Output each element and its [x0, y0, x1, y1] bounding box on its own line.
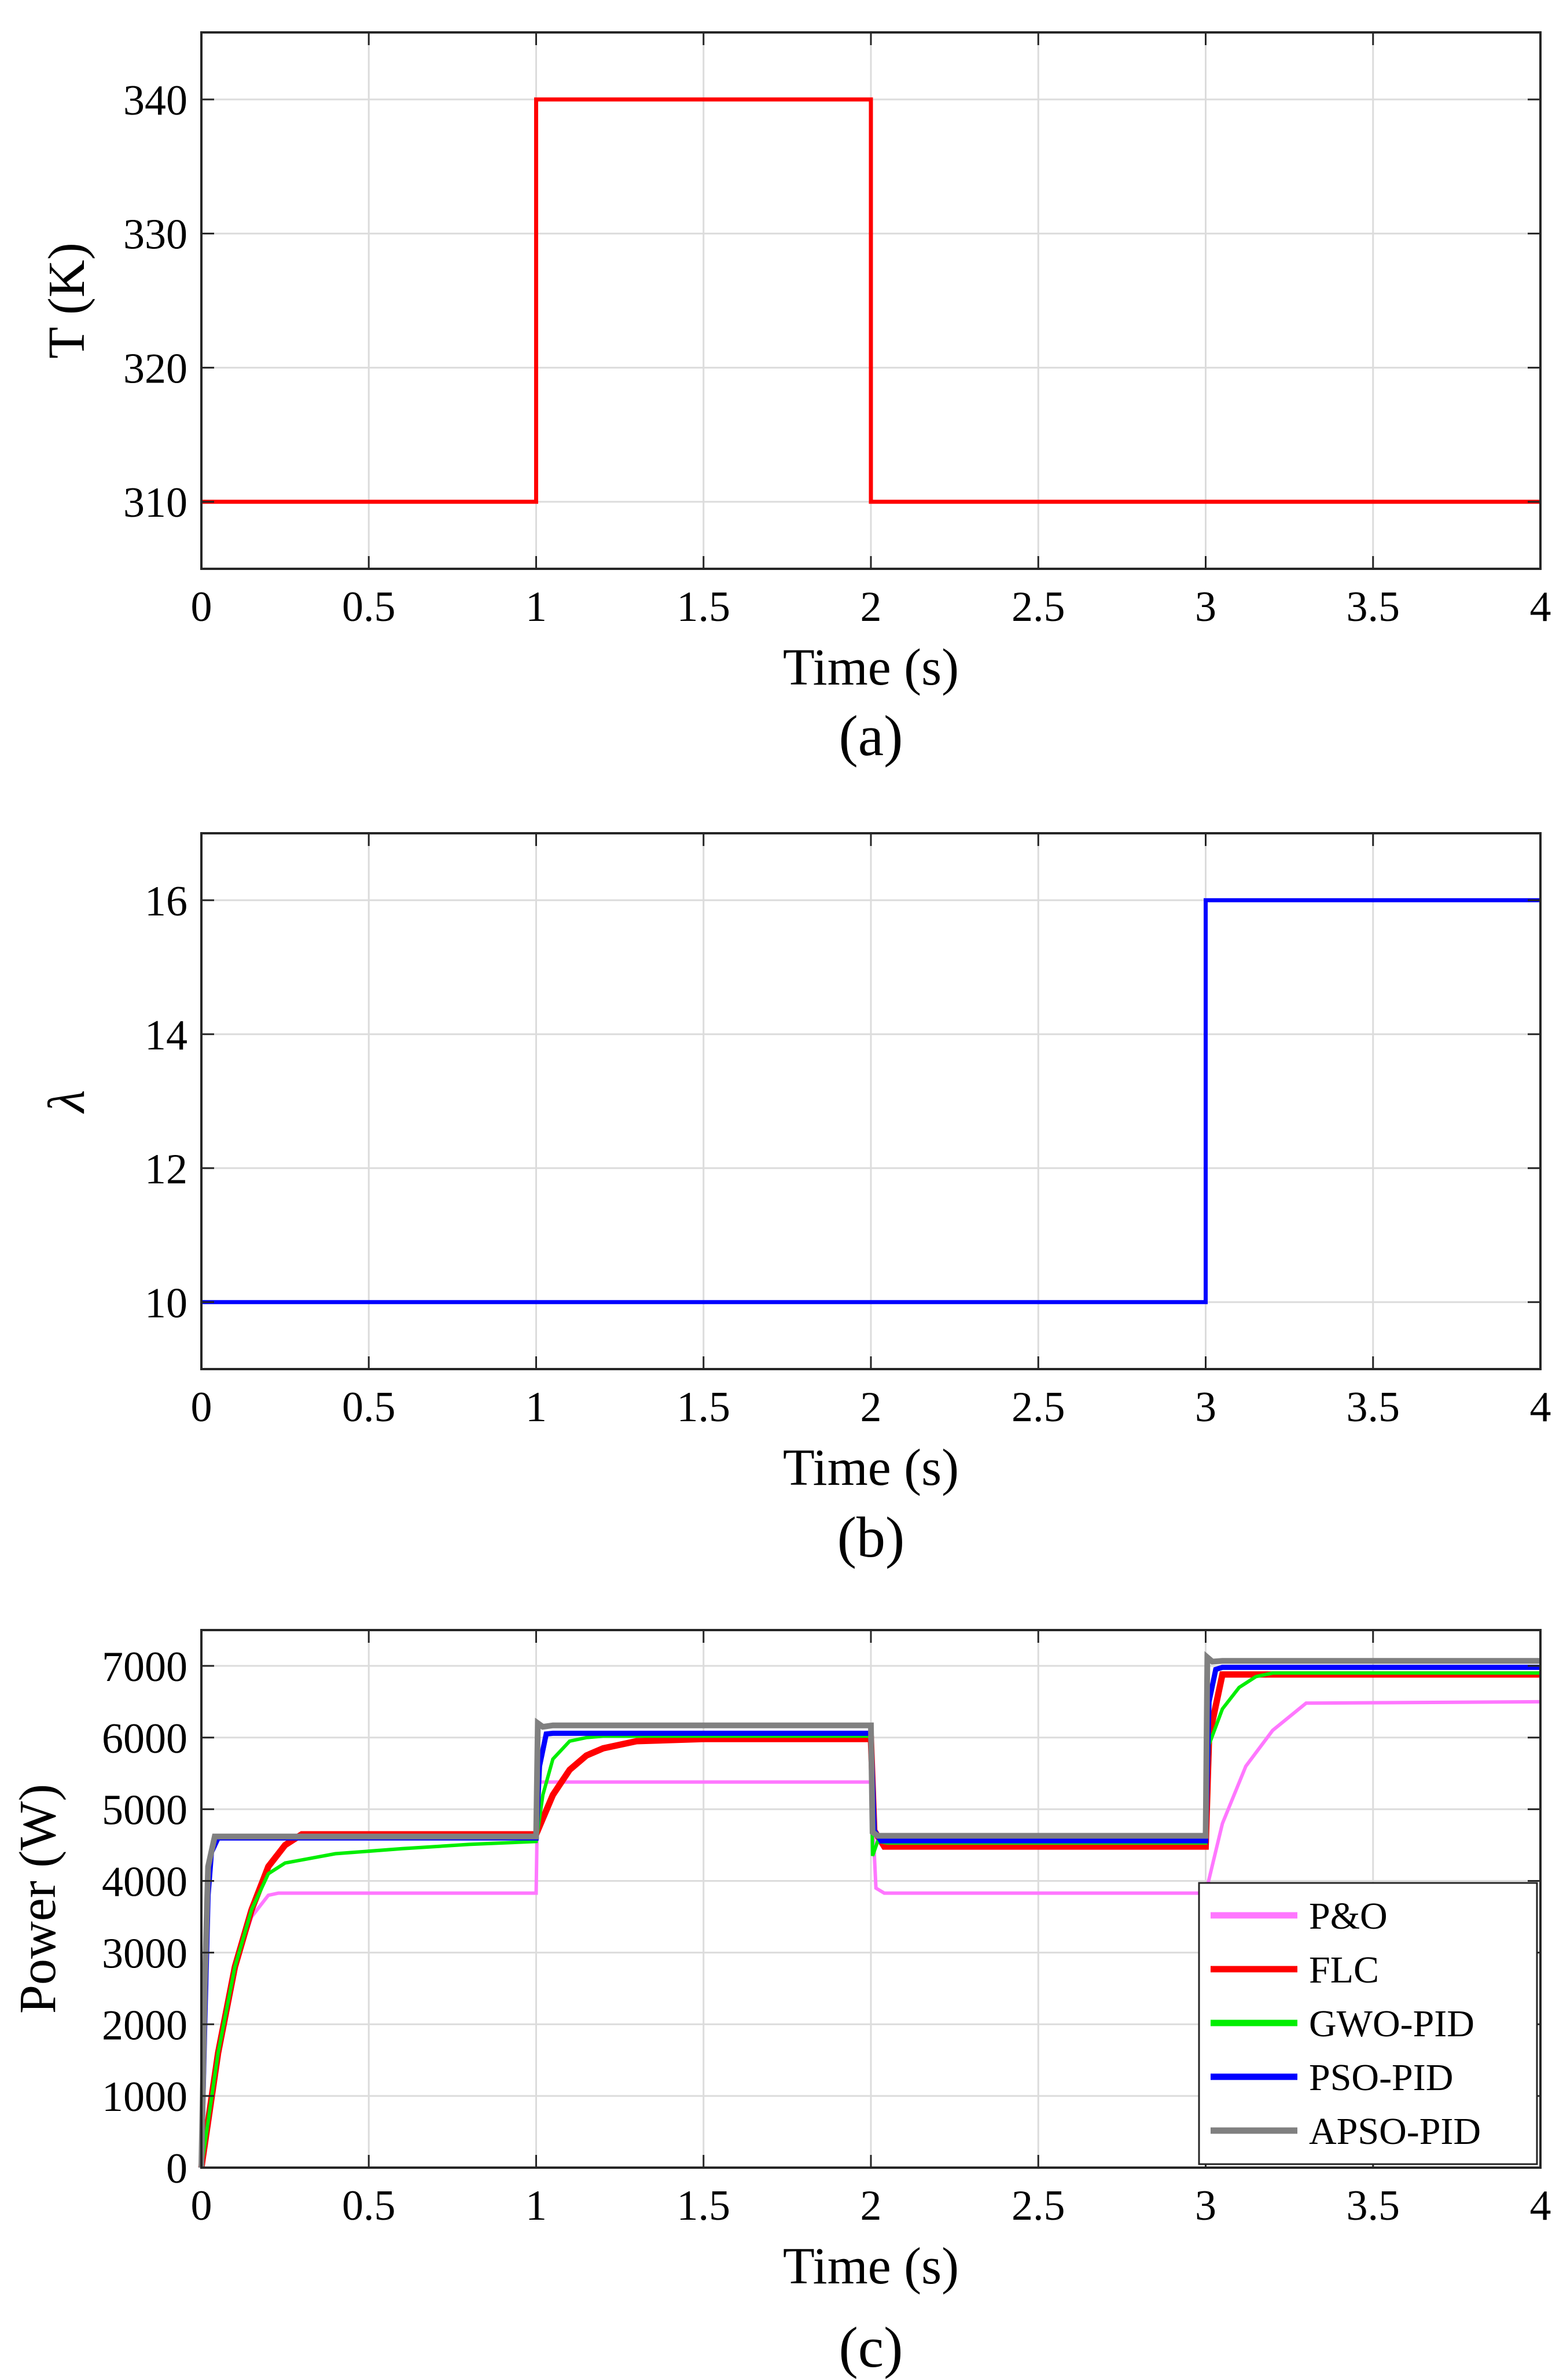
panel-c-legend-label-flc: FLC [1309, 1949, 1379, 1991]
panel-c-x-tick-label: 3 [1195, 2182, 1216, 2230]
panel-a-ticks: 0 0.5 1 1.5 2 2.5 3 3.5 4 310 320 330 340 [123, 32, 1551, 631]
panel-c-x-tick-label: 2.5 [1012, 2182, 1065, 2230]
panel-c-ticks: 0 0.5 1 1.5 2 2.5 3 3.5 4 0 1000 2000 3000 4000 5000 60… [102, 1630, 1551, 2230]
panel-a-x-tick-label: 3 [1195, 583, 1216, 631]
panel-c-legend-label-pso-pid: PSO-PID [1309, 2057, 1453, 2099]
panel-b-x-axis-label: Time (s) [783, 1439, 959, 1496]
panel-b-y-axis-label: λ [38, 1090, 95, 1114]
panel-a-series [201, 97, 1540, 504]
panel-b-ticks: 0 0.5 1 1.5 2 2.5 3 3.5 4 10 12 14 16 [145, 833, 1551, 1431]
panel-b-x-tick-label: 2.5 [1012, 1384, 1065, 1431]
panel-c-x-tick-label: 1.5 [677, 2182, 731, 2230]
panel-c-series-gwo-pid-line [200, 1671, 1540, 2168]
panel-b-y-tick-label: 12 [145, 1146, 187, 1193]
panel-a-x-tick-label: 4 [1530, 583, 1551, 631]
panel-c-x-tick-label: 4 [1530, 2182, 1551, 2230]
panel-c-x-tick-label: 2 [860, 2182, 882, 2230]
panel-b-series [201, 898, 1540, 1304]
panel-b-x-tick-label: 0.5 [342, 1384, 396, 1431]
panel-c-y-axis-label: Power (W) [9, 1784, 67, 2014]
panel-a-x-tick-label: 1 [525, 583, 547, 631]
panel-c-legend-label-gwo-pid: GWO-PID [1309, 2003, 1474, 2045]
panel-b-x-tick-label: 1.5 [677, 1384, 731, 1431]
panel-b-x-tick-label: 3.5 [1347, 1384, 1400, 1431]
panel-c-y-tick-label: 2000 [102, 2002, 187, 2049]
panel-c-y-tick-label: 7000 [102, 1643, 187, 1691]
panel-a-x-tick-label: 0 [191, 583, 212, 631]
panel-c-y-tick-label: 3000 [102, 1930, 187, 1977]
panel-a-y-tick-label: 330 [123, 211, 187, 259]
panel-a-caption: (a) [839, 704, 903, 768]
panel-c-legend: P&O FLC GWO-PID PSO-PID APSO-PID [1198, 1882, 1538, 2165]
panel-c-y-tick-label: 5000 [102, 1787, 187, 1834]
panel-b-x-tick-label: 3 [1195, 1384, 1216, 1431]
panel-b-y-tick-label: 14 [145, 1011, 187, 1059]
panel-a-x-tick-label: 2.5 [1012, 583, 1065, 631]
panel-c-series-apso-pid-line [198, 1651, 1540, 2168]
panel-a-x-tick-label: 1.5 [677, 583, 731, 631]
panel-c-y-tick-label: 4000 [102, 1859, 187, 1906]
panel-b: 0 0.5 1 1.5 2 2.5 3 3.5 4 10 12 14 16 Time (s) λ (b) [38, 832, 1551, 1569]
panel-a-y-tick-label: 340 [123, 77, 187, 124]
panel-a-y-tick-label: 320 [123, 345, 187, 392]
panel-b-y-tick-label: 16 [145, 878, 187, 925]
panel-c-legend-label-apso-pid: APSO-PID [1309, 2110, 1481, 2153]
panel-c-y-tick-label: 0 [166, 2145, 187, 2193]
panel-b-x-tick-label: 4 [1530, 1384, 1551, 1431]
panel-c-y-tick-label: 6000 [102, 1715, 187, 1763]
panel-a-y-axis-label: T (K) [38, 242, 95, 359]
panel-c-legend-label-p-o: P&O [1309, 1895, 1388, 1937]
panel-c-x-tick-label: 0 [191, 2182, 212, 2230]
panel-c-x-tick-label: 0.5 [342, 2182, 396, 2230]
panel-c-caption: (c) [839, 2315, 903, 2379]
panel-a-x-tick-label: 2 [860, 583, 882, 631]
panel-a: 0 0.5 1 1.5 2 2.5 3 3.5 4 310 320 330 340 Time (s) T… [38, 31, 1551, 768]
panel-b-x-tick-label: 1 [525, 1384, 547, 1431]
panel-b-x-tick-label: 0 [191, 1384, 212, 1431]
panel-b-y-tick-label: 10 [145, 1279, 187, 1327]
panel-a-series-t-line [201, 97, 1540, 504]
panel-c-x-axis-label: Time (s) [783, 2238, 959, 2295]
panel-c-x-tick-label: 1 [525, 2182, 547, 2230]
panel-b-x-tick-label: 2 [860, 1384, 882, 1431]
panel-a-x-tick-label: 3.5 [1347, 583, 1400, 631]
panel-b-caption: (b) [837, 1505, 905, 1569]
panel-c-x-tick-label: 3.5 [1347, 2182, 1400, 2230]
panel-c-series [198, 1651, 1541, 2168]
panel-c-y-tick-label: 1000 [102, 2073, 187, 2121]
panel-a-y-tick-label: 310 [123, 479, 187, 527]
panel-c: 0 0.5 1 1.5 2 2.5 3 3.5 4 0 1000 2000 3000 4000 5000 60… [9, 1629, 1551, 2379]
panel-a-x-tick-label: 0.5 [342, 583, 396, 631]
panel-b-series-series-line [201, 898, 1540, 1304]
panel-a-x-axis-label: Time (s) [783, 639, 959, 696]
